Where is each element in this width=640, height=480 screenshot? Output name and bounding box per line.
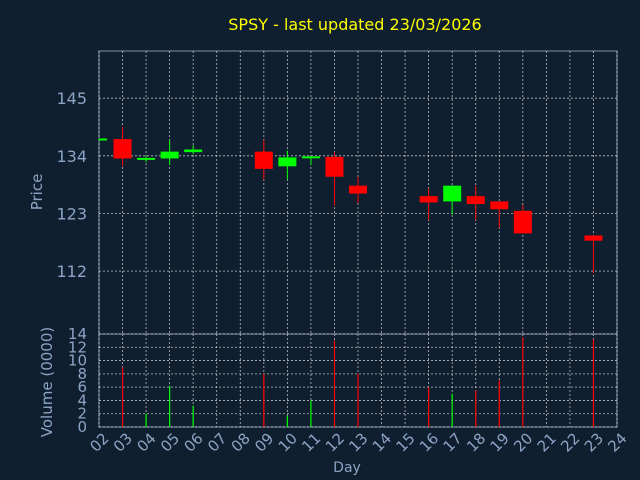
price-tick-label: 112 — [56, 262, 87, 281]
price-tick-label: 145 — [56, 89, 87, 108]
candle-body — [584, 235, 603, 241]
candle-body — [184, 149, 203, 153]
candle-body — [160, 151, 179, 159]
candle-body — [301, 156, 320, 159]
day-tick-label: 23 — [581, 429, 607, 455]
day-tick-label: 16 — [416, 429, 442, 455]
day-tick-label: 10 — [275, 429, 301, 455]
day-tick-label: 22 — [557, 429, 583, 455]
day-tick-label: 13 — [345, 429, 371, 455]
candle-body — [278, 157, 297, 167]
volume-series — [121, 337, 595, 427]
price-tick-label: 123 — [56, 204, 87, 223]
candle-body — [137, 157, 156, 160]
candlestick-series — [98, 126, 603, 274]
price-axis-label: Price — [28, 174, 46, 211]
price-tick-label: 134 — [56, 147, 87, 166]
candle — [513, 205, 532, 234]
day-tick-label: 21 — [534, 429, 560, 455]
day-tick-label: 17 — [440, 429, 466, 455]
candle — [137, 155, 156, 163]
candle — [254, 140, 273, 180]
day-tick-label: 04 — [133, 429, 159, 455]
candle — [419, 188, 438, 220]
candle — [325, 152, 344, 206]
candle-body — [443, 185, 462, 202]
day-axis-label: Day — [333, 460, 361, 476]
volume-axis-label: Volume (0000) — [38, 327, 56, 437]
volume-tick-label: 4 — [77, 391, 87, 409]
day-tick-label: 11 — [298, 429, 324, 455]
candle-body — [254, 151, 273, 169]
day-tick-label: 03 — [110, 429, 136, 455]
candle — [278, 150, 297, 180]
candle-body — [99, 138, 107, 141]
candle-body — [419, 196, 438, 203]
candle — [184, 145, 203, 155]
volume-tick-label: 10 — [68, 352, 87, 370]
day-tick-label: 19 — [487, 429, 513, 455]
volume-tick-label: 14 — [68, 325, 87, 343]
price-panel: 112 123 134 145 Price — [28, 50, 618, 335]
day-tick-label: 18 — [463, 429, 489, 455]
volume-tick-label: 2 — [77, 405, 87, 423]
day-tick-label: 07 — [204, 429, 230, 455]
candle — [301, 155, 320, 166]
day-tick-label: 14 — [369, 429, 395, 455]
candle-body — [349, 185, 367, 194]
candle-body — [325, 156, 344, 177]
day-tick-label: 15 — [392, 429, 418, 455]
candle-body — [490, 201, 509, 210]
candle — [443, 185, 462, 215]
day-tick-label: 02 — [86, 429, 112, 455]
candle-body — [466, 196, 485, 205]
candle — [466, 185, 485, 220]
volume-tick-label: 12 — [68, 338, 87, 356]
candle-body — [513, 210, 532, 234]
candle — [584, 235, 603, 274]
day-tick-label: 06 — [181, 429, 207, 455]
chart-title: SPSY - last updated 23/03/2026 — [228, 15, 481, 34]
day-tick-label: 09 — [251, 429, 277, 455]
volume-tick-label: 6 — [77, 378, 87, 396]
volume-tick-label: 0 — [77, 418, 87, 436]
candle-body — [113, 139, 132, 159]
volume-tick-label: 8 — [77, 365, 87, 383]
candle — [349, 176, 367, 203]
candle — [98, 138, 107, 141]
candle — [113, 126, 132, 167]
day-tick-label: 20 — [510, 429, 536, 455]
day-tick-label: 24 — [604, 429, 630, 455]
candle — [160, 140, 179, 165]
day-tick-label: 05 — [157, 429, 183, 455]
day-tick-label: 08 — [228, 429, 254, 455]
price-y-axis: 112 123 134 145 — [56, 89, 87, 281]
day-tick-label: 12 — [322, 429, 348, 455]
day-x-axis: 0203040506070809101112131415161718192021… — [86, 429, 630, 455]
candle — [490, 201, 509, 228]
